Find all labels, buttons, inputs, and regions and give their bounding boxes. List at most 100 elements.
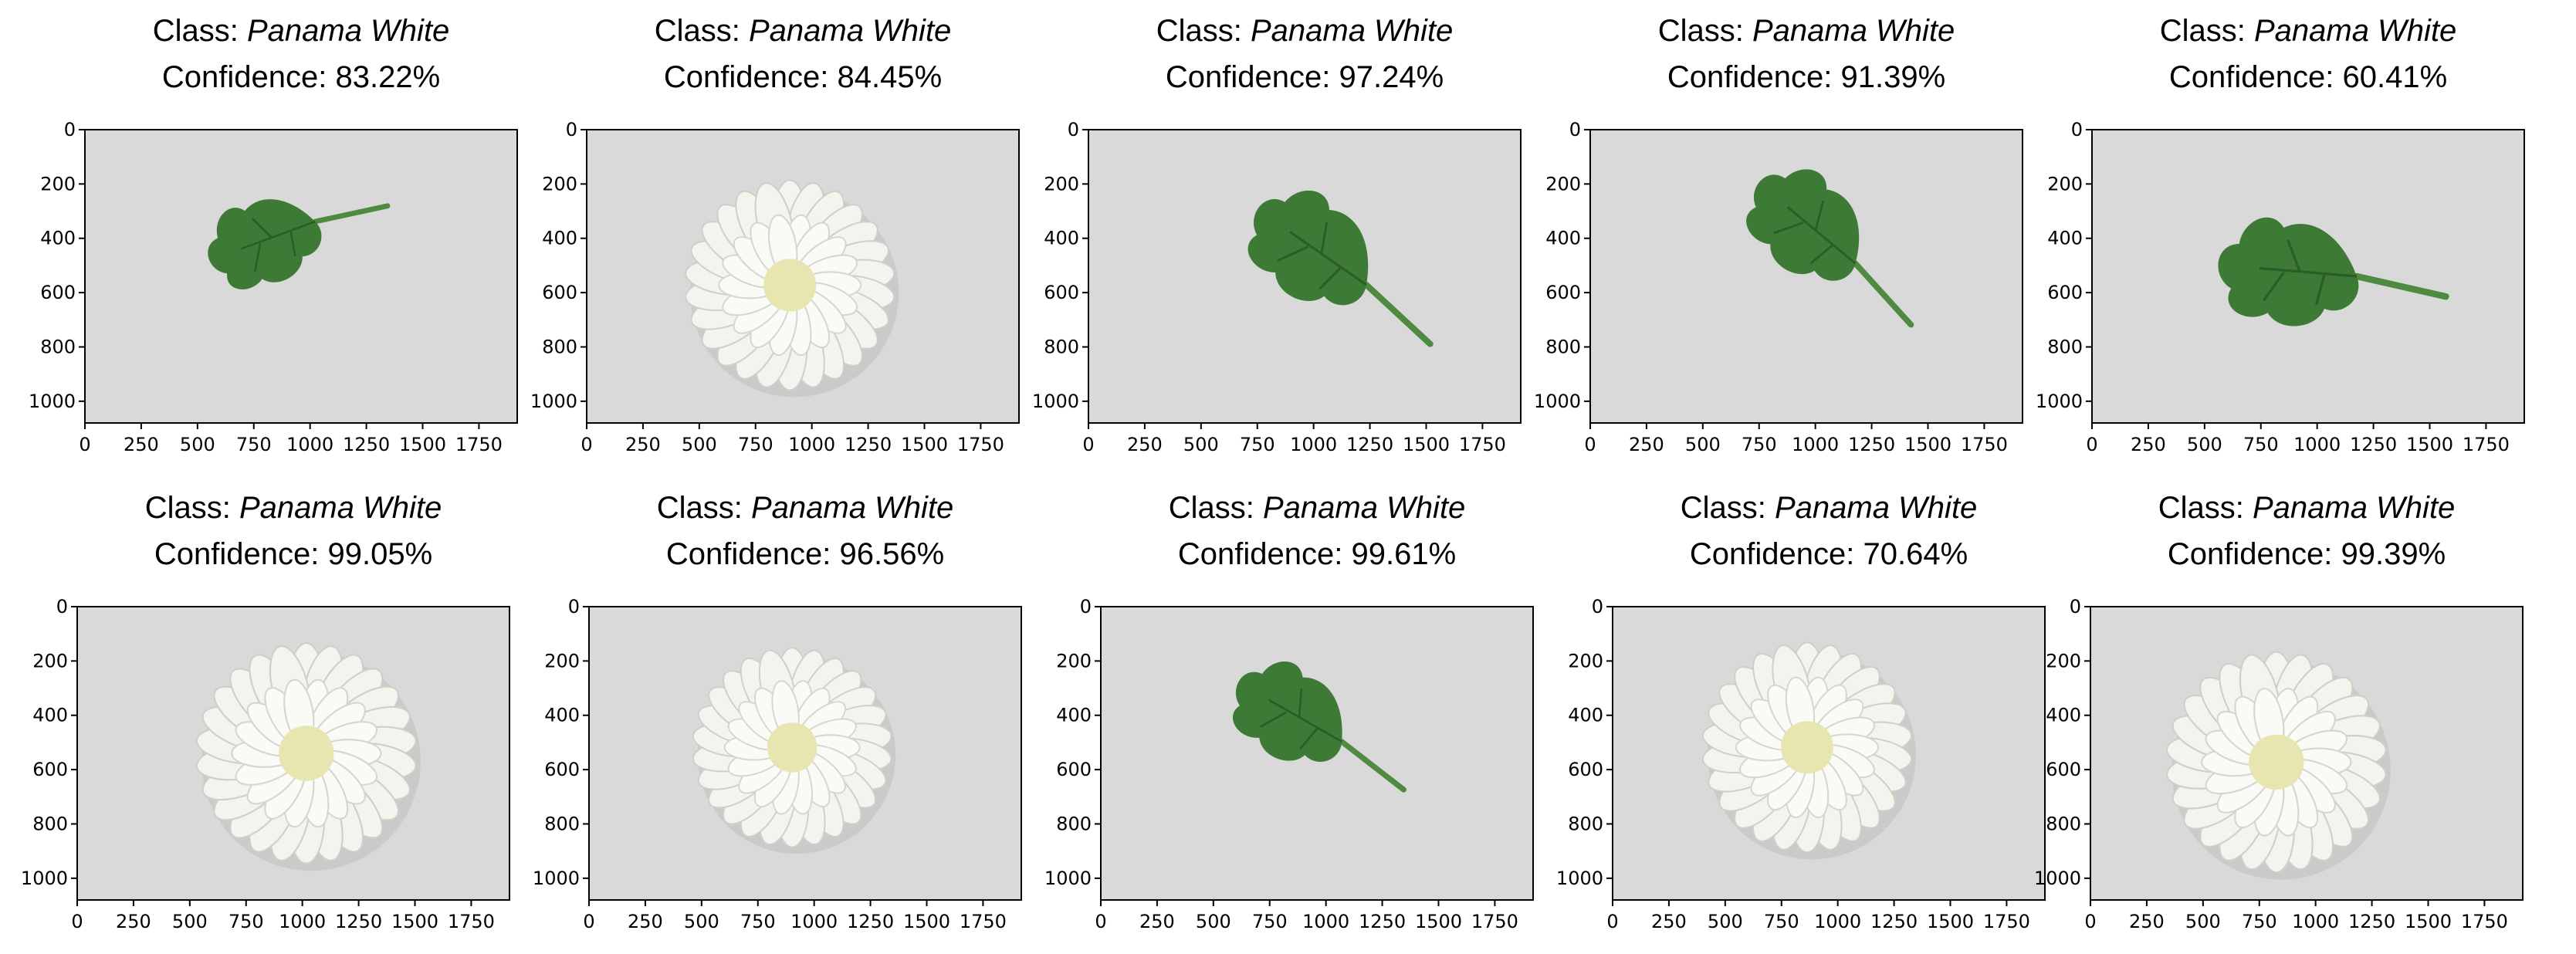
x-tick-label: 500 <box>1685 434 1721 455</box>
x-tick-label: 250 <box>1139 911 1175 932</box>
x-tick-label: 1250 <box>847 911 894 932</box>
y-tick-label: 600 <box>2047 282 2083 303</box>
y-tick-label: 0 <box>2070 596 2081 617</box>
class-title: Class: Panama White <box>656 491 954 525</box>
x-tick-label: 500 <box>684 911 719 932</box>
x-tick-label: 1500 <box>1927 911 1974 932</box>
y-tick-label: 400 <box>2046 705 2081 726</box>
flower-image <box>692 647 896 854</box>
y-tick-label: 400 <box>1545 228 1581 249</box>
image-axes: 0 250 500 750 1000 1250 1500 1750 0 200 400 600 800 1… <box>1534 119 2023 455</box>
x-tick-label: 1000 <box>286 434 333 455</box>
class-title: Class: Panama White <box>1156 14 1454 48</box>
x-tick-label: 1250 <box>1870 911 1918 932</box>
leaf-image <box>1232 661 1406 793</box>
x-tick-label: 1750 <box>957 434 1004 455</box>
flower-image <box>685 179 899 398</box>
x-tick-label: 250 <box>625 434 661 455</box>
y-tick-label: 200 <box>1545 173 1581 195</box>
flower-image <box>1701 641 1916 860</box>
y-tick-label: 200 <box>1056 650 1092 672</box>
y-tick-label: 600 <box>542 282 577 303</box>
prediction-panel: Class: Panama White Confidence: 99.61% 0… <box>1044 491 1572 954</box>
y-tick-label: 800 <box>2047 336 2083 357</box>
y-tick-label: 400 <box>40 228 76 249</box>
y-tick-label: 600 <box>544 759 580 780</box>
class-title: Class: Panama White <box>1657 14 1955 48</box>
x-tick-label: 250 <box>116 911 151 932</box>
y-tick-label: 600 <box>40 282 76 303</box>
x-tick-label: 1500 <box>903 911 950 932</box>
x-tick-label: 250 <box>1127 434 1163 455</box>
x-tick-label: 1000 <box>1290 434 1337 455</box>
x-tick-label: 1000 <box>790 911 838 932</box>
x-tick-label: 750 <box>228 911 264 932</box>
y-tick-label: 600 <box>2046 759 2081 780</box>
y-tick-label: 0 <box>2071 119 2083 140</box>
x-tick-label: 750 <box>738 434 773 455</box>
y-tick-label: 400 <box>544 705 580 726</box>
x-tick-label: 1750 <box>1471 911 1518 932</box>
x-tick-label: 0 <box>1584 434 1596 455</box>
y-tick-label: 0 <box>1068 119 1079 140</box>
x-tick-label: 1250 <box>2348 911 2395 932</box>
x-tick-label: 1750 <box>960 911 1007 932</box>
leaf-image <box>2218 217 2449 326</box>
y-tick-label: 800 <box>1568 813 1603 834</box>
image-axes: 0 250 500 750 1000 1250 1500 1750 0 200 400 600 800 1… <box>1032 119 1522 455</box>
y-tick-label: 200 <box>2047 173 2083 195</box>
x-tick-label: 750 <box>2243 434 2279 455</box>
x-tick-label: 1750 <box>2461 911 2508 932</box>
y-tick-label: 0 <box>566 119 577 140</box>
x-tick-label: 1250 <box>845 434 892 455</box>
x-tick-label: 750 <box>1252 911 1288 932</box>
x-tick-label: 0 <box>1095 911 1106 932</box>
x-tick-label: 1000 <box>279 911 326 932</box>
confidence-title: Confidence: 91.39% <box>1667 60 1946 94</box>
y-tick-label: 400 <box>1044 228 1079 249</box>
y-tick-label: 800 <box>32 813 68 834</box>
x-tick-label: 500 <box>1708 911 1743 932</box>
y-tick-label: 600 <box>1056 759 1092 780</box>
x-tick-label: 500 <box>2187 434 2222 455</box>
x-tick-label: 250 <box>2129 911 2165 932</box>
image-axes: 0 250 500 750 1000 1250 1500 1750 0 200 400 600 800 1… <box>21 596 510 932</box>
prediction-panel: Class: Panama White Confidence: 60.41% 0… <box>2036 14 2563 477</box>
class-title: Class: Panama White <box>654 14 952 48</box>
prediction-panel: Class: Panama White Confidence: 83.22% 0… <box>29 14 556 477</box>
y-tick-label: 1000 <box>2036 391 2083 412</box>
x-tick-label: 500 <box>2185 911 2221 932</box>
y-tick-label: 1000 <box>1534 391 1581 412</box>
class-title: Class: Panama White <box>2159 14 2457 48</box>
x-tick-label: 1250 <box>1359 911 1406 932</box>
x-tick-label: 1500 <box>1403 434 1450 455</box>
y-tick-label: 1000 <box>2034 868 2081 889</box>
y-tick-label: 0 <box>56 596 68 617</box>
confidence-title: Confidence: 99.61% <box>1177 537 1457 571</box>
x-tick-label: 1000 <box>1814 911 1861 932</box>
x-tick-label: 1750 <box>455 434 503 455</box>
confidence-title: Confidence: 97.24% <box>1165 60 1444 94</box>
flower-image <box>195 642 421 871</box>
y-tick-label: 1000 <box>29 391 76 412</box>
x-tick-label: 1750 <box>1961 434 2008 455</box>
leaf-image <box>208 199 391 289</box>
x-tick-label: 0 <box>71 911 83 932</box>
confidence-title: Confidence: 84.45% <box>663 60 943 94</box>
y-tick-label: 0 <box>1569 119 1581 140</box>
x-tick-label: 1500 <box>1904 434 1951 455</box>
x-tick-label: 750 <box>236 434 272 455</box>
confidence-title: Confidence: 99.39% <box>2167 537 2446 571</box>
y-tick-label: 1000 <box>1044 868 1092 889</box>
x-tick-label: 250 <box>1651 911 1687 932</box>
y-tick-label: 0 <box>1592 596 1603 617</box>
x-tick-label: 0 <box>1082 434 1094 455</box>
y-tick-label: 600 <box>1545 282 1581 303</box>
x-tick-label: 750 <box>1742 434 1777 455</box>
prediction-panel: Class: Panama White Confidence: 99.05% 0… <box>21 491 548 954</box>
y-tick-label: 400 <box>1568 705 1603 726</box>
y-tick-label: 200 <box>32 650 68 672</box>
y-tick-label: 200 <box>1044 173 1079 195</box>
x-tick-label: 250 <box>628 911 663 932</box>
x-tick-label: 1250 <box>335 911 382 932</box>
